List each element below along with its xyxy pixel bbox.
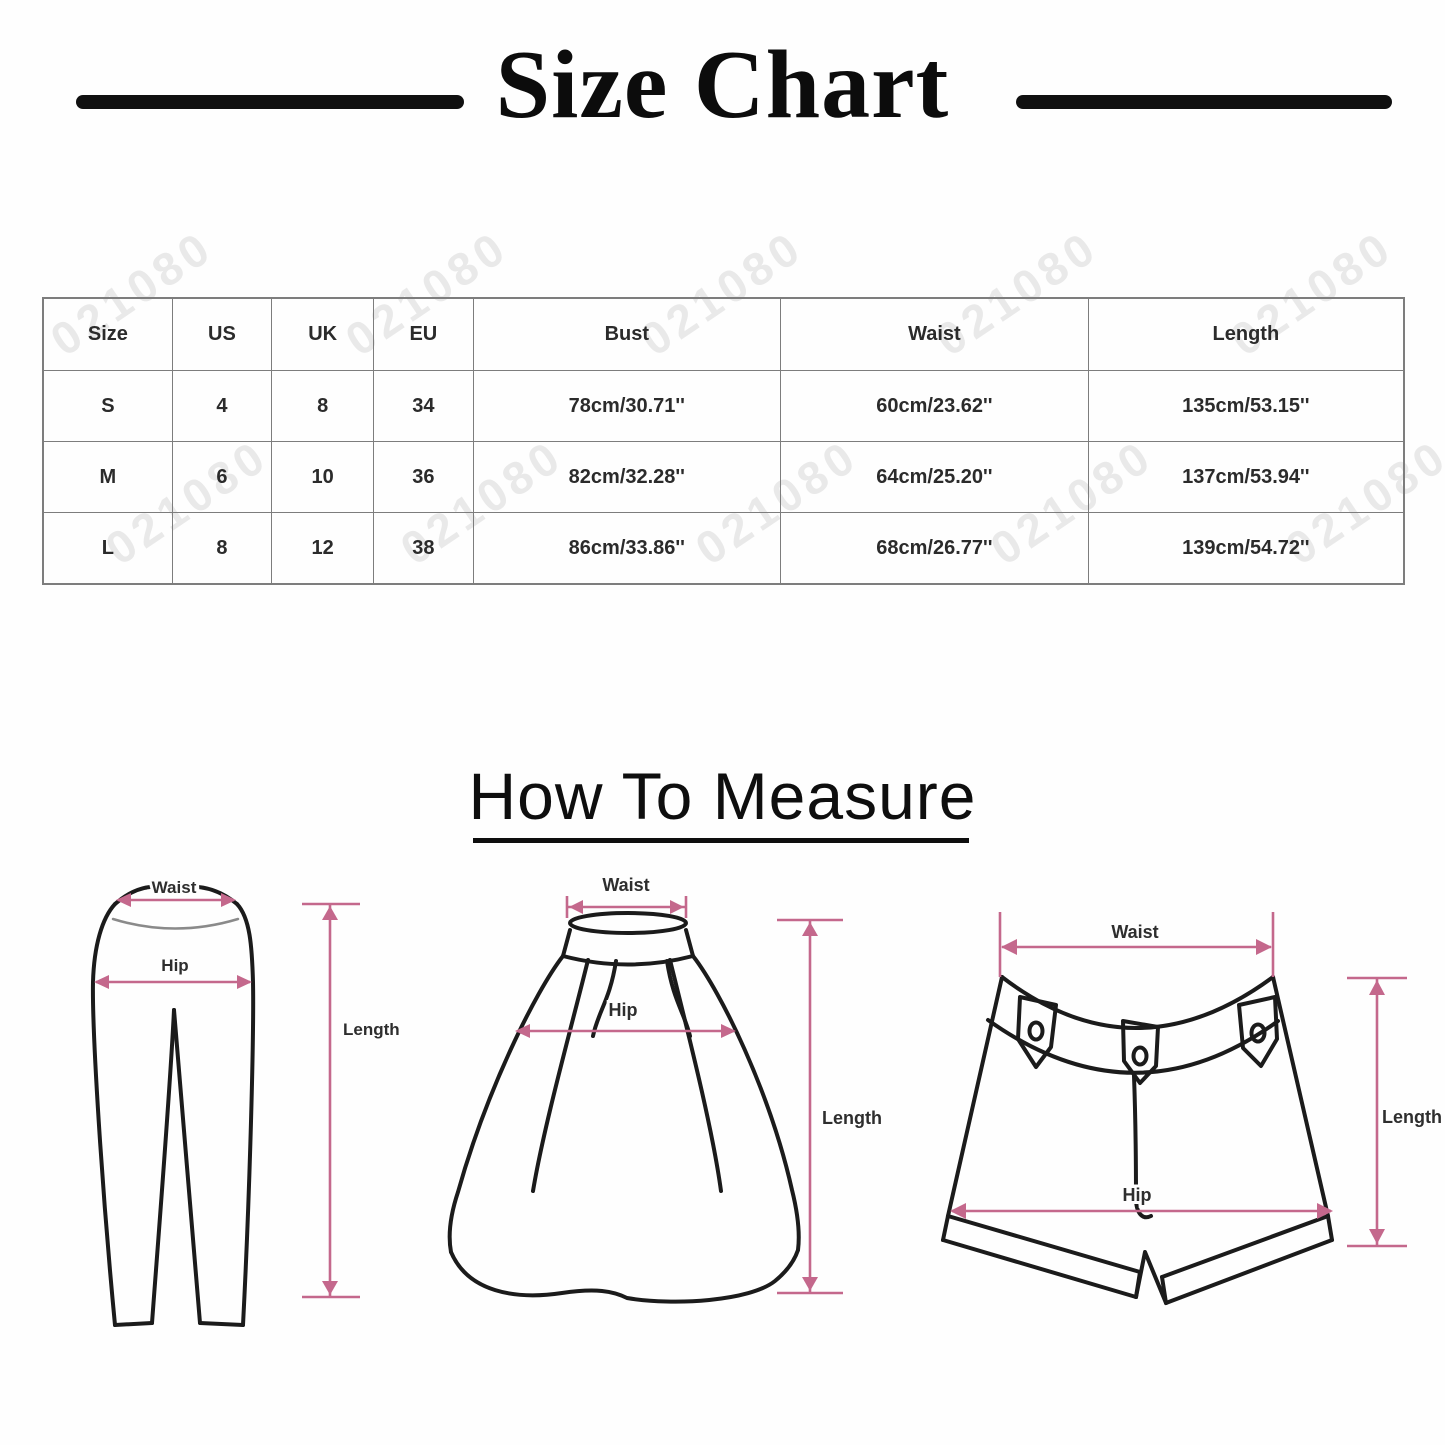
column-header: Length <box>1087 297 1405 371</box>
column-header: EU <box>373 297 474 371</box>
pants-waist-label: Waist <box>152 878 197 897</box>
pants-diagram: Waist Hip Length <box>90 875 403 1327</box>
how-to-measure-underline <box>473 838 969 843</box>
page-title: Size Chart <box>495 31 950 139</box>
skirt-length-arrow <box>777 918 843 1295</box>
size-cell: 68cm/26.77'' <box>780 512 1089 585</box>
size-cell: 86cm/33.86'' <box>472 512 782 585</box>
skirt-length-label: Length <box>822 1108 882 1128</box>
shorts-length-label: Length <box>1382 1107 1442 1127</box>
skirt-waist-label: Waist <box>602 875 649 895</box>
size-cell: L <box>42 512 173 585</box>
skirt-hip-arrow <box>515 1024 736 1038</box>
table-row: S 4 8 34 78cm/30.71'' 60cm/23.62'' 135cm/53.15… <box>42 370 1405 442</box>
column-header: UK <box>271 297 375 371</box>
size-cell: 12 <box>271 512 375 585</box>
table-row: L 8 12 38 86cm/33.86'' 68cm/26.77'' 139cm/54.7… <box>42 512 1405 585</box>
pants-length-arrow <box>302 902 360 1299</box>
size-cell: M <box>42 441 173 513</box>
size-cell: 64cm/25.20'' <box>780 441 1089 513</box>
column-header: Bust <box>472 297 782 371</box>
page-title-row: Size Chart <box>0 31 1445 139</box>
pants-outline <box>90 885 256 1327</box>
size-cell: 38 <box>373 512 474 585</box>
column-header: US <box>171 297 273 371</box>
size-cell: 8 <box>171 512 273 585</box>
skirt-waist-arrow <box>565 896 688 918</box>
size-cell: 8 <box>271 370 375 442</box>
shorts-hip-label: Hip <box>1123 1185 1152 1205</box>
title-rule-left <box>76 95 464 109</box>
shorts-diagram: Waist Hip Length <box>941 912 1445 1305</box>
size-cell: 139cm/54.72'' <box>1087 512 1405 585</box>
skirt-outline <box>447 911 801 1304</box>
shorts-hip-arrow <box>950 1203 1333 1219</box>
title-rule-right <box>1016 95 1392 109</box>
size-cell: 34 <box>373 370 474 442</box>
column-header: Size <box>42 297 173 371</box>
shorts-outline <box>941 975 1334 1305</box>
size-cell: S <box>42 370 173 442</box>
table-header-row: Size US UK EU Bust Waist Length <box>42 297 1405 371</box>
size-table: Size US UK EU Bust Waist Length S 4 8 34 78cm/30.7… <box>42 297 1405 585</box>
column-header: Waist <box>780 297 1089 371</box>
table-row: M 6 10 36 82cm/32.28'' 64cm/25.20'' 137cm/53.9… <box>42 441 1405 513</box>
pants-length-label: Length <box>343 1020 400 1039</box>
size-cell: 137cm/53.94'' <box>1087 441 1405 513</box>
shorts-waist-arrow <box>998 912 1275 977</box>
pants-hip-label: Hip <box>161 956 188 975</box>
size-cell: 4 <box>171 370 273 442</box>
size-cell: 60cm/23.62'' <box>780 370 1089 442</box>
size-cell: 135cm/53.15'' <box>1087 370 1405 442</box>
shorts-length-arrow <box>1347 976 1407 1248</box>
size-cell: 82cm/32.28'' <box>472 441 782 513</box>
how-to-measure-title: How To Measure <box>468 759 977 833</box>
size-cell: 78cm/30.71'' <box>472 370 782 442</box>
size-cell: 36 <box>373 441 474 513</box>
pants-waist-arrow <box>116 893 236 907</box>
shorts-waist-label: Waist <box>1111 922 1158 942</box>
pants-hip-arrow <box>94 975 252 989</box>
skirt-diagram: Waist Hip Length <box>447 872 885 1304</box>
size-cell: 6 <box>171 441 273 513</box>
size-cell: 10 <box>271 441 375 513</box>
skirt-hip-label: Hip <box>609 1000 638 1020</box>
